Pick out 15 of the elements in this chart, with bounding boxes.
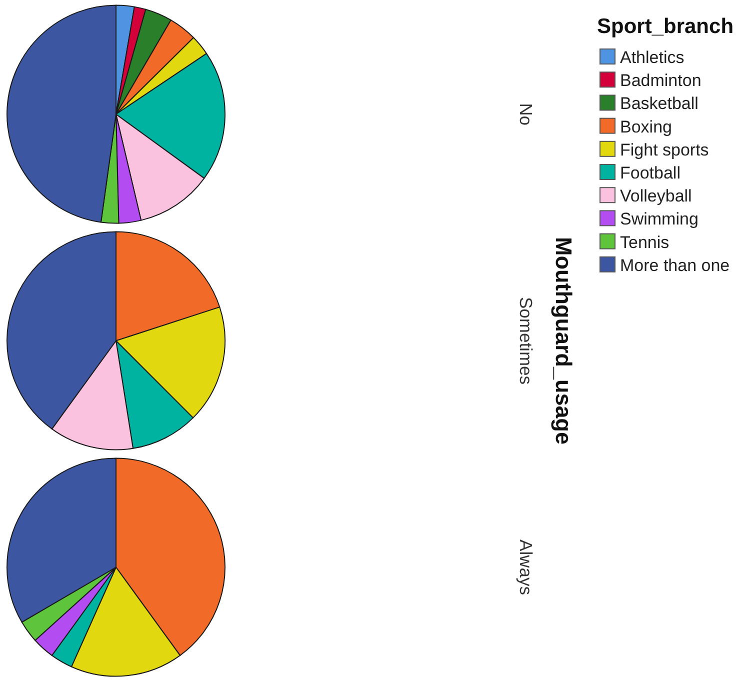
legend-label: Football bbox=[620, 164, 680, 182]
slice-label: Always bbox=[516, 540, 536, 596]
legend-label: Athletics bbox=[620, 48, 684, 67]
legend-label: Swimming bbox=[620, 210, 698, 229]
legend-label: Fight sports bbox=[620, 140, 709, 160]
text: Mouthguard_usage bbox=[551, 236, 576, 445]
legend-label: Volleyball bbox=[620, 186, 692, 206]
legend-label: Tennis bbox=[620, 232, 670, 252]
legend-label: Boxing bbox=[620, 117, 672, 136]
slice-label: Sometimes bbox=[516, 296, 536, 385]
legend-title: Sport_branch bbox=[597, 15, 734, 38]
legend-label: Basketball bbox=[620, 94, 698, 114]
legend-label: More than one bbox=[620, 256, 730, 275]
slice-label: No bbox=[516, 103, 536, 126]
legend-label: Badminton bbox=[620, 71, 702, 90]
